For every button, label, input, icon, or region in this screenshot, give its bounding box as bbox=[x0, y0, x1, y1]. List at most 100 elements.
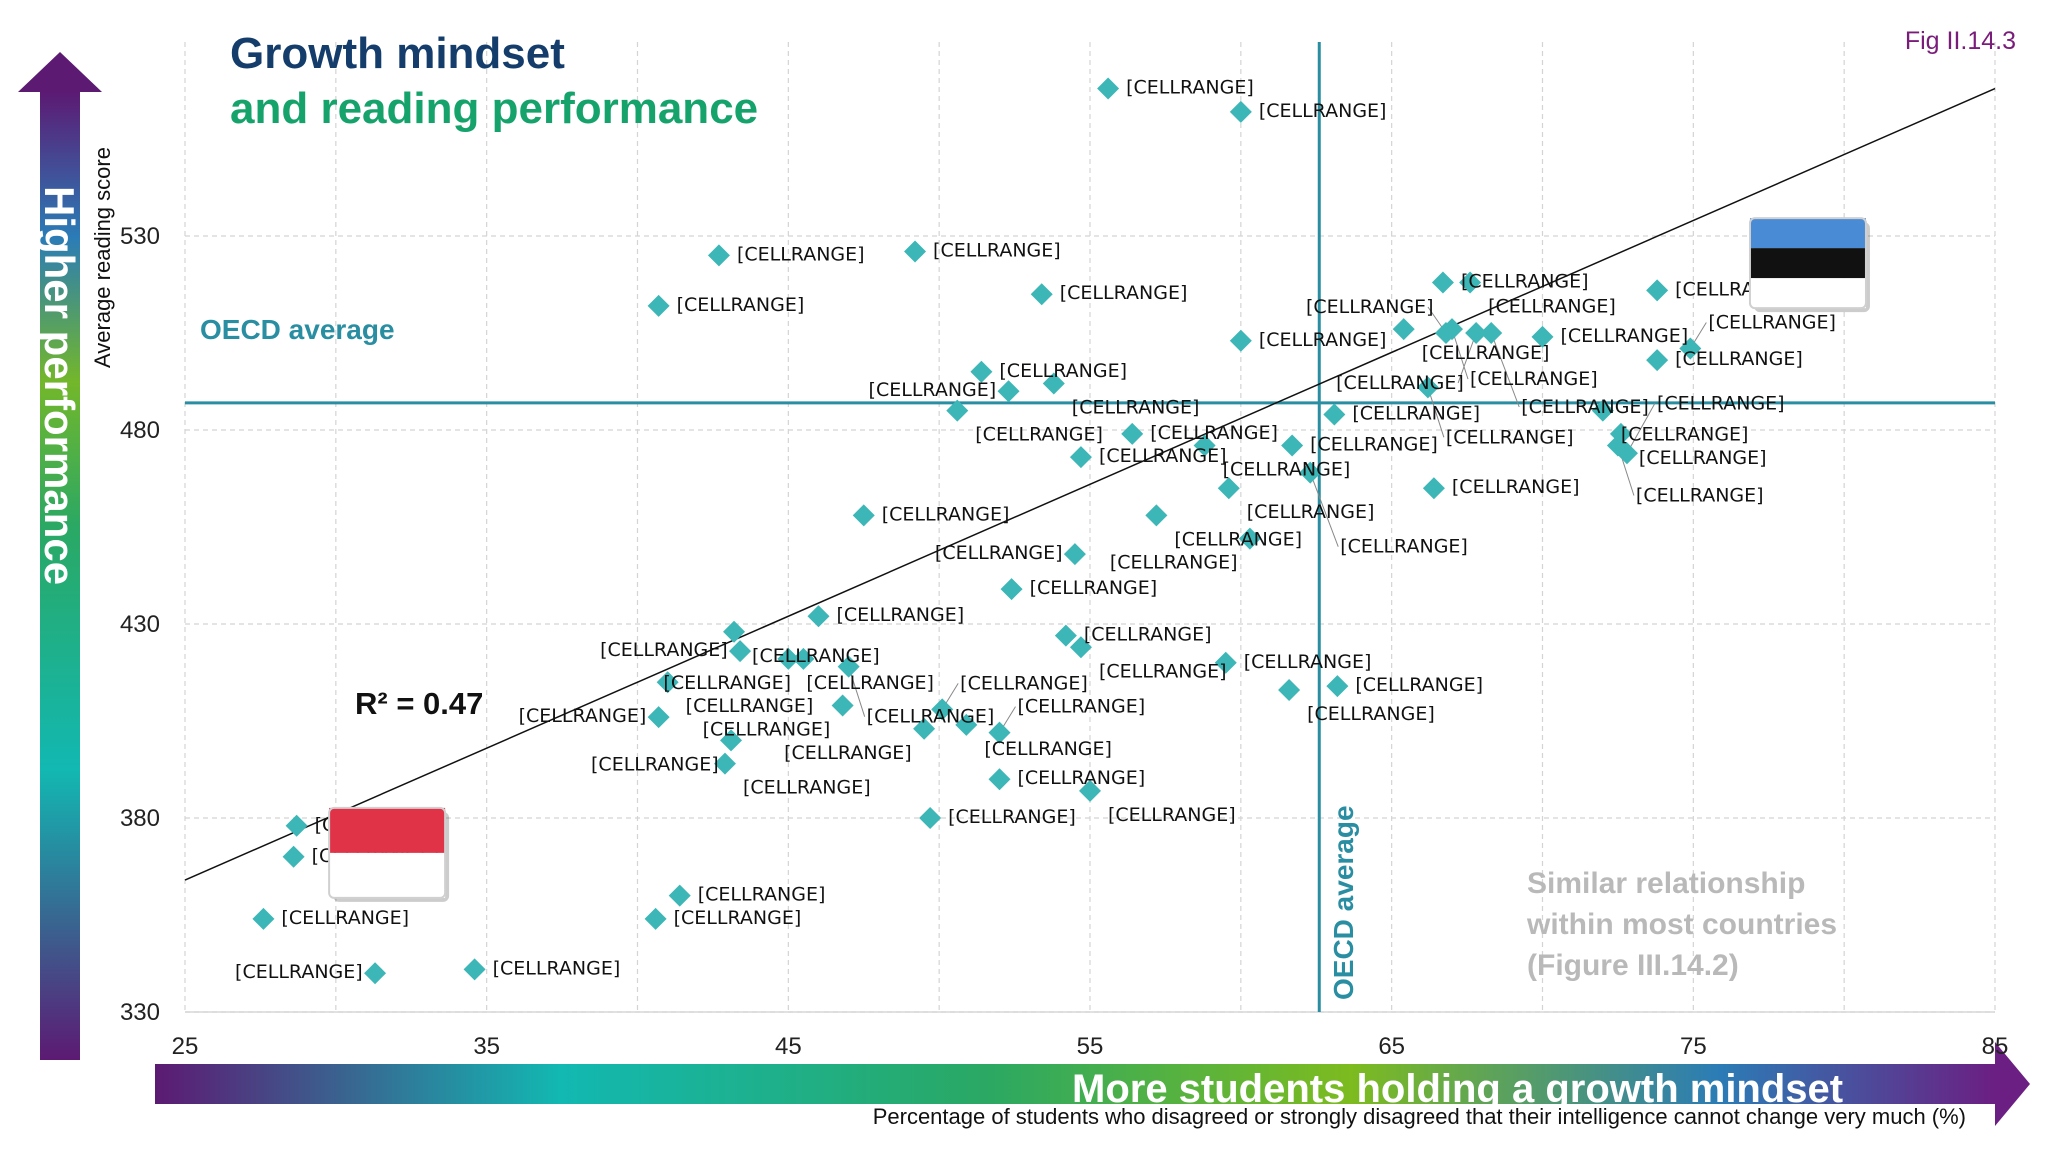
data-point bbox=[1278, 678, 1301, 701]
data-point bbox=[1531, 325, 1554, 348]
label-leader-line bbox=[1309, 472, 1339, 547]
point-label: [CELLRANGE] bbox=[703, 718, 831, 740]
data-point bbox=[1145, 504, 1168, 527]
data-point bbox=[997, 380, 1020, 403]
point-label: [CELLRANGE] bbox=[1621, 424, 1749, 446]
point-label: [CELLRANGE] bbox=[869, 379, 997, 401]
point-label: [CELLRANGE] bbox=[1018, 696, 1146, 718]
data-point bbox=[1615, 442, 1638, 465]
note-line1: Similar relationship bbox=[1527, 867, 1805, 900]
data-point bbox=[1054, 624, 1077, 647]
data-point bbox=[364, 962, 387, 985]
data-point bbox=[707, 244, 730, 267]
point-label: [CELLRANGE] bbox=[1126, 77, 1254, 99]
data-point bbox=[282, 845, 305, 868]
note-line2: within most countries bbox=[1526, 908, 1837, 941]
data-point bbox=[1214, 651, 1237, 674]
data-point bbox=[1063, 543, 1086, 566]
point-label: [CELLRANGE] bbox=[933, 240, 1061, 262]
point-label: [CELLRANGE] bbox=[975, 424, 1103, 446]
point-labels: [CELLRANGE][CELLRANGE][CELLRANGE] [CELLRA… bbox=[235, 77, 1836, 984]
horizontal-gradient-arrow bbox=[155, 1042, 2030, 1126]
point-label: [CELLRANGE] bbox=[752, 645, 880, 667]
indonesia-flag bbox=[328, 806, 450, 902]
data-point bbox=[1392, 318, 1415, 341]
data-point bbox=[1431, 271, 1454, 294]
point-label: [CELLRANGE] bbox=[1470, 368, 1598, 390]
point-label: [CELLRANGE] bbox=[674, 907, 802, 929]
data-point bbox=[777, 647, 800, 670]
data-point bbox=[1422, 477, 1445, 500]
point-label: [CELLRANGE] bbox=[663, 672, 791, 694]
data-point bbox=[644, 907, 667, 930]
point-label: [CELLRANGE] bbox=[784, 742, 912, 764]
data-point bbox=[852, 504, 875, 527]
flag-stripe bbox=[1749, 218, 1866, 249]
data-points bbox=[252, 77, 1702, 985]
data-point bbox=[1217, 477, 1240, 500]
point-label: [CELLRANGE] bbox=[1452, 476, 1580, 498]
point-label: [CELLRANGE] bbox=[677, 294, 805, 316]
point-label: [CELLRANGE] bbox=[935, 542, 1063, 564]
data-point bbox=[837, 655, 860, 678]
data-point bbox=[988, 721, 1011, 744]
point-label: [CELLRANGE] bbox=[837, 604, 965, 626]
point-label: [CELLRANGE] bbox=[948, 806, 1076, 828]
data-point bbox=[1323, 403, 1346, 426]
flag-stripe bbox=[1749, 248, 1866, 279]
point-label: [CELLRANGE] bbox=[743, 777, 871, 799]
point-label: [CELLRANGE] bbox=[1110, 552, 1238, 574]
flag-stripe bbox=[329, 807, 446, 853]
y-tick-label: 380 bbox=[120, 805, 160, 832]
point-label: [CELLRANGE] bbox=[1099, 445, 1227, 467]
data-point bbox=[1069, 446, 1092, 469]
point-label: [CELLRANGE] bbox=[999, 360, 1127, 382]
point-label: [CELLRANGE] bbox=[1259, 100, 1387, 122]
data-point bbox=[1326, 675, 1349, 698]
data-point bbox=[463, 958, 486, 981]
point-label: [CELLRANGE] bbox=[1150, 422, 1278, 444]
point-label: [CELLRANGE] bbox=[686, 695, 814, 717]
data-point bbox=[723, 620, 746, 643]
data-point bbox=[946, 399, 969, 422]
x-tick-label: 55 bbox=[1077, 1033, 1104, 1060]
point-label: [CELLRANGE] bbox=[1639, 447, 1767, 469]
point-label: [CELLRANGE] bbox=[984, 738, 1112, 760]
point-label: [CELLRANGE] bbox=[867, 706, 995, 728]
x-tick-label: 35 bbox=[473, 1033, 500, 1060]
data-point bbox=[904, 240, 927, 263]
data-point bbox=[988, 768, 1011, 791]
data-point bbox=[656, 671, 679, 694]
flag-stripe bbox=[1749, 278, 1866, 309]
label-leader-line bbox=[1490, 332, 1520, 408]
data-point bbox=[831, 694, 854, 717]
title-line1: Growth mindset bbox=[230, 29, 565, 78]
data-point bbox=[1281, 434, 1304, 457]
point-label: [CELLRANGE] bbox=[1307, 703, 1435, 725]
data-point bbox=[1646, 349, 1669, 372]
x-tick-label: 65 bbox=[1378, 1033, 1405, 1060]
point-label: [CELLRANGE] bbox=[1488, 296, 1616, 318]
grid bbox=[184, 42, 1996, 1013]
point-label: [CELLRANGE] bbox=[1310, 434, 1438, 456]
data-point bbox=[1000, 578, 1023, 601]
x-tick-label: 85 bbox=[1982, 1033, 2009, 1060]
data-point bbox=[1121, 422, 1144, 445]
vertical-gradient-arrow bbox=[18, 52, 102, 1060]
bottom-label: More students holding a growth mindset bbox=[1072, 1067, 1843, 1111]
data-point bbox=[252, 907, 275, 930]
country-flags bbox=[328, 217, 1870, 902]
data-point bbox=[1416, 376, 1439, 399]
data-point bbox=[1042, 372, 1065, 395]
point-label: [CELLRANGE] bbox=[960, 672, 1088, 694]
x-tick-label: 25 bbox=[172, 1033, 199, 1060]
point-label: [CELLRANGE] bbox=[1352, 402, 1480, 424]
side-label: Higher performance bbox=[36, 186, 83, 585]
flag-border bbox=[328, 806, 447, 899]
data-point bbox=[668, 884, 691, 907]
point-label: [CELLRANGE] bbox=[1355, 674, 1483, 696]
axis-ticks: 25 35 45 55 65 75 85 330 380 430 480 530 bbox=[120, 223, 2008, 1060]
point-label: [CELLRANGE] bbox=[600, 639, 728, 661]
point-label: [CELLRANGE] bbox=[1340, 536, 1468, 558]
